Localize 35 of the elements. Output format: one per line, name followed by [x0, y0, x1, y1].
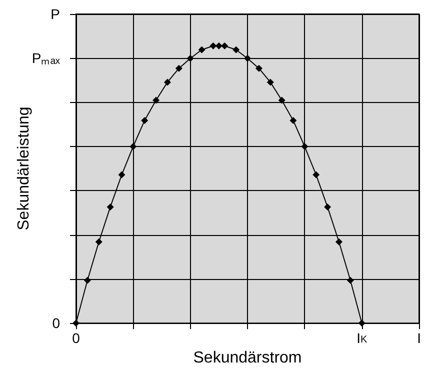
- point: [130, 143, 137, 150]
- point: [210, 42, 217, 50]
- point: [141, 116, 148, 124]
- point: [324, 203, 332, 210]
- point: [106, 203, 114, 210]
- point: [232, 46, 240, 54]
- point: [312, 171, 320, 178]
- point: [186, 54, 194, 62]
- x-tick-label: 0: [72, 330, 80, 346]
- point: [290, 116, 297, 124]
- text: Pₘₐₓ: [32, 50, 60, 66]
- point: [244, 54, 251, 62]
- point: [152, 96, 160, 104]
- y-axis-title: Sekundärleistung: [16, 106, 32, 230]
- point: [255, 64, 262, 72]
- point: [266, 78, 274, 86]
- point: [346, 276, 354, 284]
- point: [118, 171, 126, 178]
- point: [221, 42, 228, 50]
- point: [358, 320, 366, 327]
- text: P: [50, 6, 60, 22]
- x-axis-title: Sekundärstrom: [193, 350, 302, 366]
- point: [164, 78, 171, 86]
- point: [335, 238, 342, 246]
- point: [95, 238, 102, 246]
- point: [175, 64, 182, 72]
- point: [72, 320, 80, 327]
- point: [278, 96, 286, 104]
- x-tick-label: I: [417, 330, 421, 346]
- point: [215, 42, 222, 50]
- point: [84, 276, 91, 284]
- x-tick-label: IK: [356, 330, 368, 346]
- point: [301, 143, 308, 150]
- text: 0: [52, 315, 60, 332]
- point: [198, 46, 206, 54]
